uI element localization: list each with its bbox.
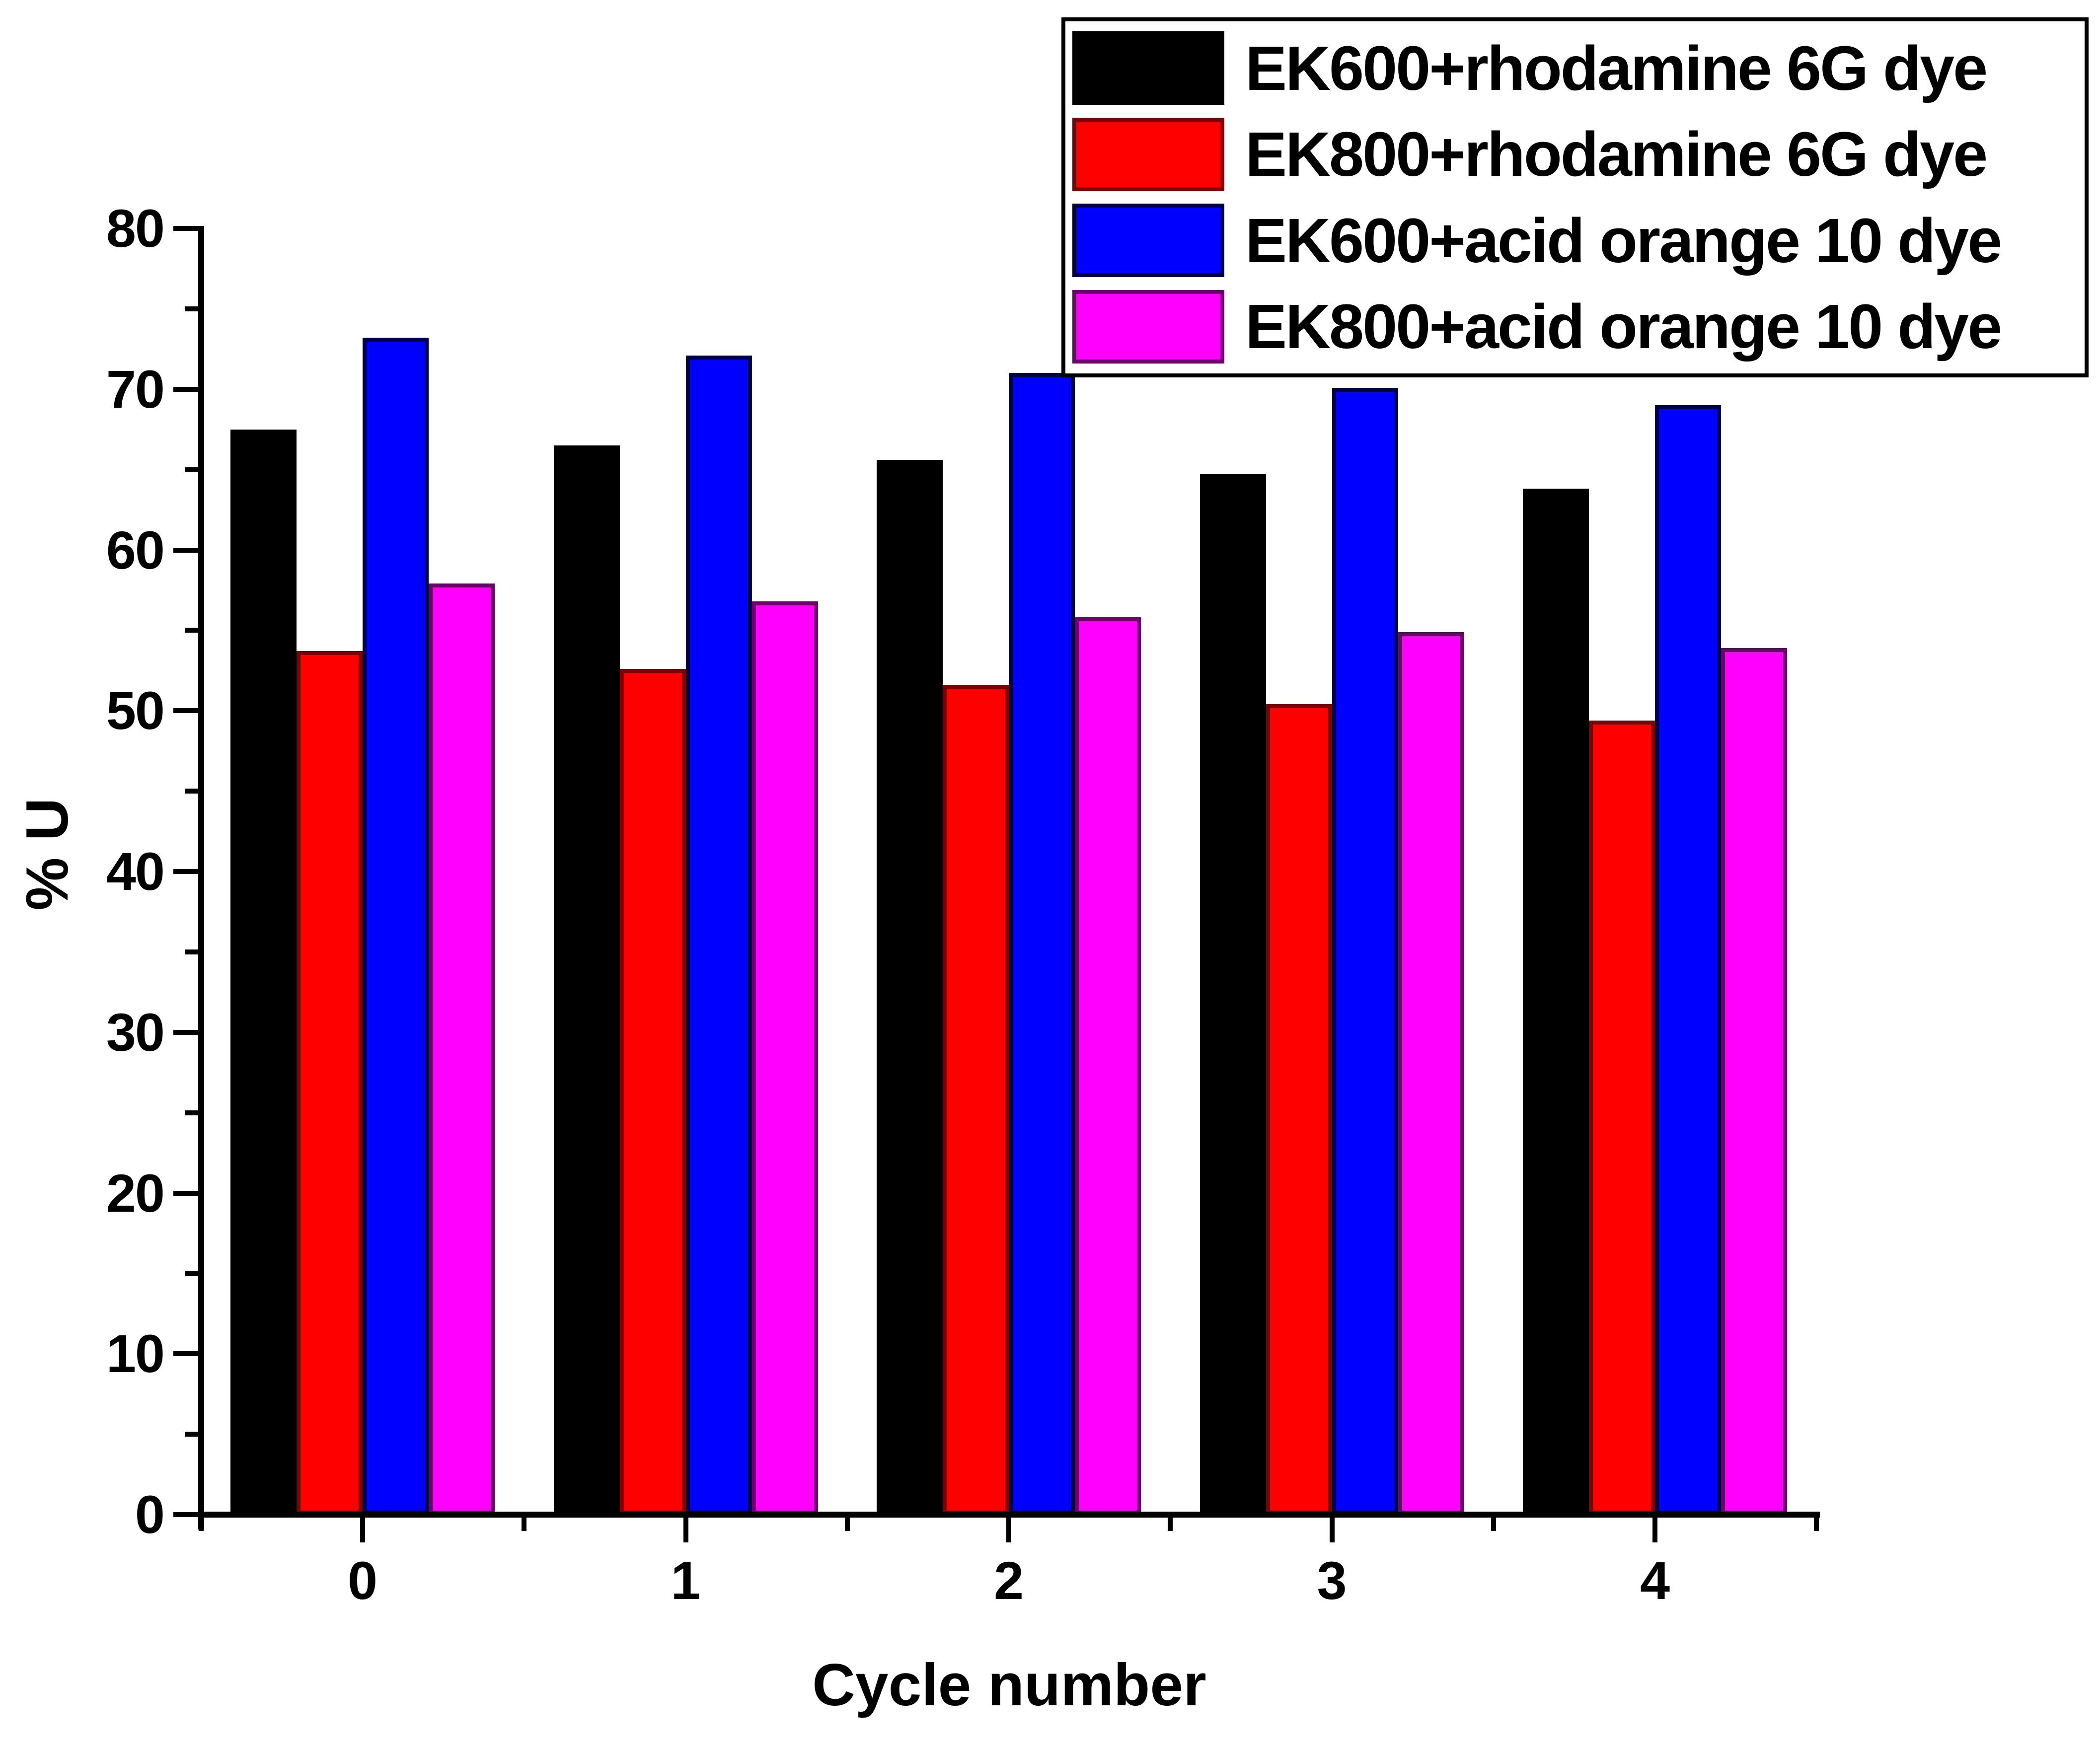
y-tick-minor xyxy=(185,306,198,311)
bar-series2-cycle4 xyxy=(1655,405,1721,1515)
y-tick-major xyxy=(173,1351,198,1357)
bar-series2-cycle0 xyxy=(363,338,429,1515)
legend-label: EK800+rhodamine 6G dye xyxy=(1245,119,1988,190)
bar-series0-cycle4 xyxy=(1523,489,1589,1515)
y-tick-major xyxy=(173,708,198,714)
bar-series3-cycle3 xyxy=(1398,632,1464,1515)
x-axis-title: Cycle number xyxy=(812,1652,1206,1718)
x-axis-line xyxy=(198,1512,1820,1518)
x-tick-label: 0 xyxy=(347,1550,378,1610)
bar-series0-cycle2 xyxy=(877,460,943,1515)
bar-series2-cycle2 xyxy=(1009,373,1075,1515)
y-axis-title: % U xyxy=(14,798,80,911)
y-tick-label: 30 xyxy=(106,1002,165,1062)
x-tick-minor xyxy=(522,1518,527,1531)
bar-series0-cycle1 xyxy=(553,445,620,1515)
legend-label: EK600+acid orange 10 dye xyxy=(1245,205,2002,276)
y-tick-label: 10 xyxy=(106,1323,165,1384)
legend-label: EK600+rhodamine 6G dye xyxy=(1245,33,1988,103)
bar-series1-cycle0 xyxy=(297,651,363,1515)
y-tick-minor xyxy=(185,628,198,633)
bar-series3-cycle1 xyxy=(751,601,818,1515)
bar-series2-cycle1 xyxy=(685,355,752,1515)
legend-row: EK800+rhodamine 6G dye xyxy=(1072,112,2085,197)
y-tick-minor xyxy=(185,1432,198,1437)
bar-series1-cycle2 xyxy=(943,685,1009,1515)
bar-series1-cycle3 xyxy=(1266,704,1332,1515)
y-tick-major xyxy=(173,386,198,392)
y-tick-label: 0 xyxy=(135,1484,165,1544)
x-tick-major xyxy=(683,1518,688,1542)
legend-swatch-black xyxy=(1072,31,1224,105)
legend: EK600+rhodamine 6G dye EK800+rhodamine 6… xyxy=(1061,17,2089,377)
bar-series0-cycle3 xyxy=(1200,474,1266,1515)
y-tick-label: 70 xyxy=(106,359,165,419)
y-tick-major xyxy=(173,547,198,553)
bar-series1-cycle1 xyxy=(619,669,686,1515)
y-tick-minor xyxy=(185,1110,198,1115)
x-tick-label: 3 xyxy=(1317,1550,1347,1610)
y-tick-major xyxy=(173,869,198,874)
legend-row: EK600+rhodamine 6G dye xyxy=(1072,26,2085,110)
bar-series2-cycle3 xyxy=(1332,387,1398,1515)
legend-swatch-magenta xyxy=(1072,290,1224,364)
x-tick-major xyxy=(1652,1518,1657,1542)
bar-series0-cycle0 xyxy=(230,429,297,1515)
y-tick-major xyxy=(173,1029,198,1035)
y-axis-line xyxy=(198,226,204,1530)
x-tick-minor xyxy=(1491,1518,1496,1531)
y-tick-label: 50 xyxy=(106,680,165,741)
bar-series1-cycle4 xyxy=(1589,720,1655,1515)
bar-series3-cycle4 xyxy=(1721,648,1787,1515)
legend-row: EK600+acid orange 10 dye xyxy=(1072,198,2085,283)
x-tick-minor xyxy=(1168,1518,1173,1531)
bar-series3-cycle2 xyxy=(1075,617,1141,1515)
y-tick-label: 40 xyxy=(106,841,165,901)
y-tick-minor xyxy=(185,789,198,794)
y-tick-major xyxy=(173,226,198,231)
y-tick-major xyxy=(173,1512,198,1517)
bar-series3-cycle0 xyxy=(429,583,495,1515)
x-tick-label: 4 xyxy=(1640,1550,1670,1610)
legend-label: EK800+acid orange 10 dye xyxy=(1245,292,2002,362)
x-tick-major xyxy=(1329,1518,1335,1542)
x-tick-major xyxy=(1006,1518,1011,1542)
y-tick-label: 60 xyxy=(106,519,165,580)
x-tick-minor xyxy=(1814,1518,1819,1531)
legend-swatch-red xyxy=(1072,117,1224,191)
y-tick-minor xyxy=(185,949,198,954)
x-tick-minor xyxy=(844,1518,850,1531)
x-tick-label: 2 xyxy=(993,1550,1024,1610)
y-tick-label: 80 xyxy=(106,198,165,258)
legend-swatch-blue xyxy=(1072,204,1224,278)
x-tick-label: 1 xyxy=(671,1550,701,1610)
y-tick-major xyxy=(173,1190,198,1196)
y-tick-minor xyxy=(185,467,198,472)
y-tick-label: 20 xyxy=(106,1163,165,1223)
x-tick-major xyxy=(360,1518,365,1542)
legend-row: EK800+acid orange 10 dye xyxy=(1072,285,2085,369)
y-tick-minor xyxy=(185,1271,198,1276)
